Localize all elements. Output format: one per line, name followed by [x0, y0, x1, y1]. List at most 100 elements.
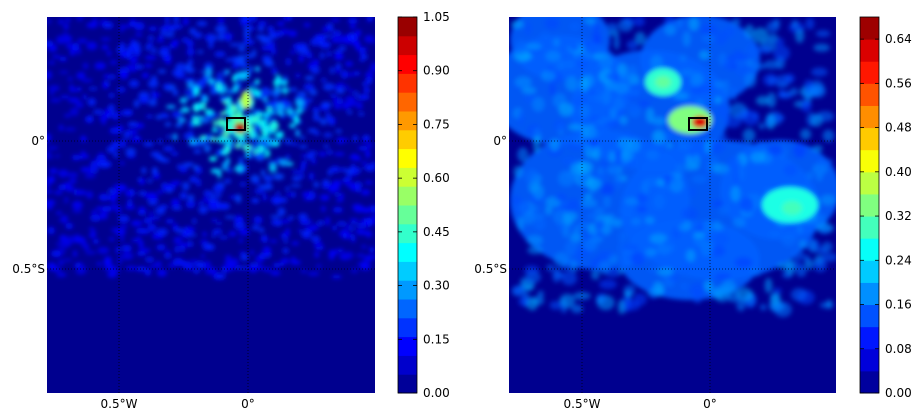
- right-speckle: [759, 303, 767, 311]
- left-speckle: [280, 219, 291, 224]
- right-speckle: [732, 50, 744, 60]
- left-speckle: [65, 184, 75, 193]
- left-speckle: [290, 142, 299, 146]
- left-speckle: [310, 235, 320, 243]
- left-speckle: [203, 190, 212, 196]
- right-speckle: [758, 123, 765, 130]
- left-speckle: [238, 46, 246, 52]
- right-speckle: [795, 28, 805, 44]
- left-speckle: [86, 190, 94, 199]
- left-speckle: [239, 238, 244, 243]
- right-speckle: [750, 151, 766, 163]
- right-speckle: [569, 22, 581, 32]
- left-speckle: [172, 257, 184, 267]
- left-speckle: [303, 233, 310, 239]
- right-speckle: [736, 111, 748, 121]
- left-speckle: [248, 263, 259, 273]
- left-speckle: [164, 122, 172, 127]
- left-xtick-0: 0°: [241, 397, 255, 408]
- right-speckle: [750, 267, 762, 277]
- left-speckle: [335, 63, 342, 69]
- left-speckle: [365, 77, 373, 85]
- left-speckle: [110, 202, 118, 211]
- right-speckle: [730, 185, 741, 202]
- left-speckle: [115, 246, 121, 255]
- left-speckle: [121, 244, 132, 252]
- left-speckle: [276, 191, 281, 196]
- left-speckle: [251, 224, 260, 231]
- right-speckle: [587, 94, 603, 101]
- left-core-blob: [278, 158, 289, 167]
- left-speckle: [96, 206, 104, 212]
- left-speckle: [300, 269, 308, 274]
- left-colorbar-level: [398, 167, 417, 187]
- left-speckle: [288, 87, 298, 92]
- left-speckle: [349, 24, 356, 30]
- left-speckle: [264, 60, 275, 67]
- right-speckle: [700, 240, 714, 257]
- left-speckle: [285, 57, 291, 66]
- left-core-blob: [221, 161, 229, 171]
- right-speckle: [603, 195, 611, 208]
- right-speckle: [691, 175, 708, 184]
- left-speckle: [336, 248, 345, 253]
- left-colorbar: 0.00 0.15 0.30 0.45 0.60 0.75 0.90 1.05: [397, 10, 450, 400]
- right-speckle: [701, 33, 716, 43]
- left-speckle: [336, 97, 344, 105]
- right-speckle: [734, 256, 753, 269]
- right-speckle: [633, 17, 645, 27]
- left-speckle: [333, 103, 343, 110]
- right-marker-box: [688, 117, 708, 131]
- left-speckle: [347, 32, 358, 42]
- left-speckle: [158, 33, 163, 41]
- left-core-blob: [232, 84, 239, 94]
- left-speckle: [92, 109, 104, 115]
- right-speckle: [774, 301, 792, 318]
- right-colorbar-tick-label: 0.40: [885, 165, 912, 179]
- left-speckle: [76, 189, 87, 196]
- left-speckle: [150, 90, 157, 96]
- left-speckle: [292, 43, 302, 50]
- left-speckle: [291, 241, 300, 246]
- left-speckle: [270, 270, 281, 276]
- left-speckle: [224, 178, 232, 184]
- left-speckle: [117, 214, 130, 223]
- left-speckle: [344, 85, 349, 91]
- right-speckle: [580, 77, 589, 92]
- left-speckle: [186, 47, 195, 57]
- right-speckle: [603, 120, 622, 128]
- left-speckle: [215, 24, 227, 34]
- left-speckle: [359, 207, 372, 213]
- left-speckle: [119, 70, 129, 80]
- left-speckle: [165, 218, 175, 224]
- left-colorbar-level: [398, 223, 417, 244]
- left-speckle: [192, 218, 197, 225]
- right-speckle: [580, 198, 598, 208]
- left-speckle: [362, 135, 370, 140]
- left-speckle: [106, 50, 112, 56]
- left-speckle: [303, 22, 311, 28]
- left-core-blob: [201, 95, 209, 104]
- left-speckle: [202, 243, 213, 250]
- left-speckle: [100, 37, 111, 41]
- left-speckle: [149, 264, 157, 268]
- right-speckle: [709, 245, 726, 257]
- right-speckle: [573, 247, 585, 262]
- right-speckle: [553, 252, 569, 268]
- left-speckle: [354, 90, 359, 97]
- left-speckle: [352, 134, 358, 143]
- left-speckle: [170, 198, 181, 207]
- left-core-blob: [226, 108, 234, 118]
- left-speckle: [47, 199, 56, 206]
- right-colorbar-level: [860, 326, 879, 350]
- right-speckle: [526, 235, 543, 246]
- left-core-blob: [261, 135, 270, 141]
- left-speckle: [154, 206, 166, 215]
- left-speckle: [108, 74, 116, 80]
- left-speckle: [92, 238, 100, 245]
- left-speckle: [216, 221, 222, 225]
- right-colorbar-level: [860, 238, 879, 261]
- left-speckle: [323, 82, 335, 91]
- left-speckle: [330, 118, 336, 124]
- right-colorbar-tick-label: 0.64: [885, 32, 912, 46]
